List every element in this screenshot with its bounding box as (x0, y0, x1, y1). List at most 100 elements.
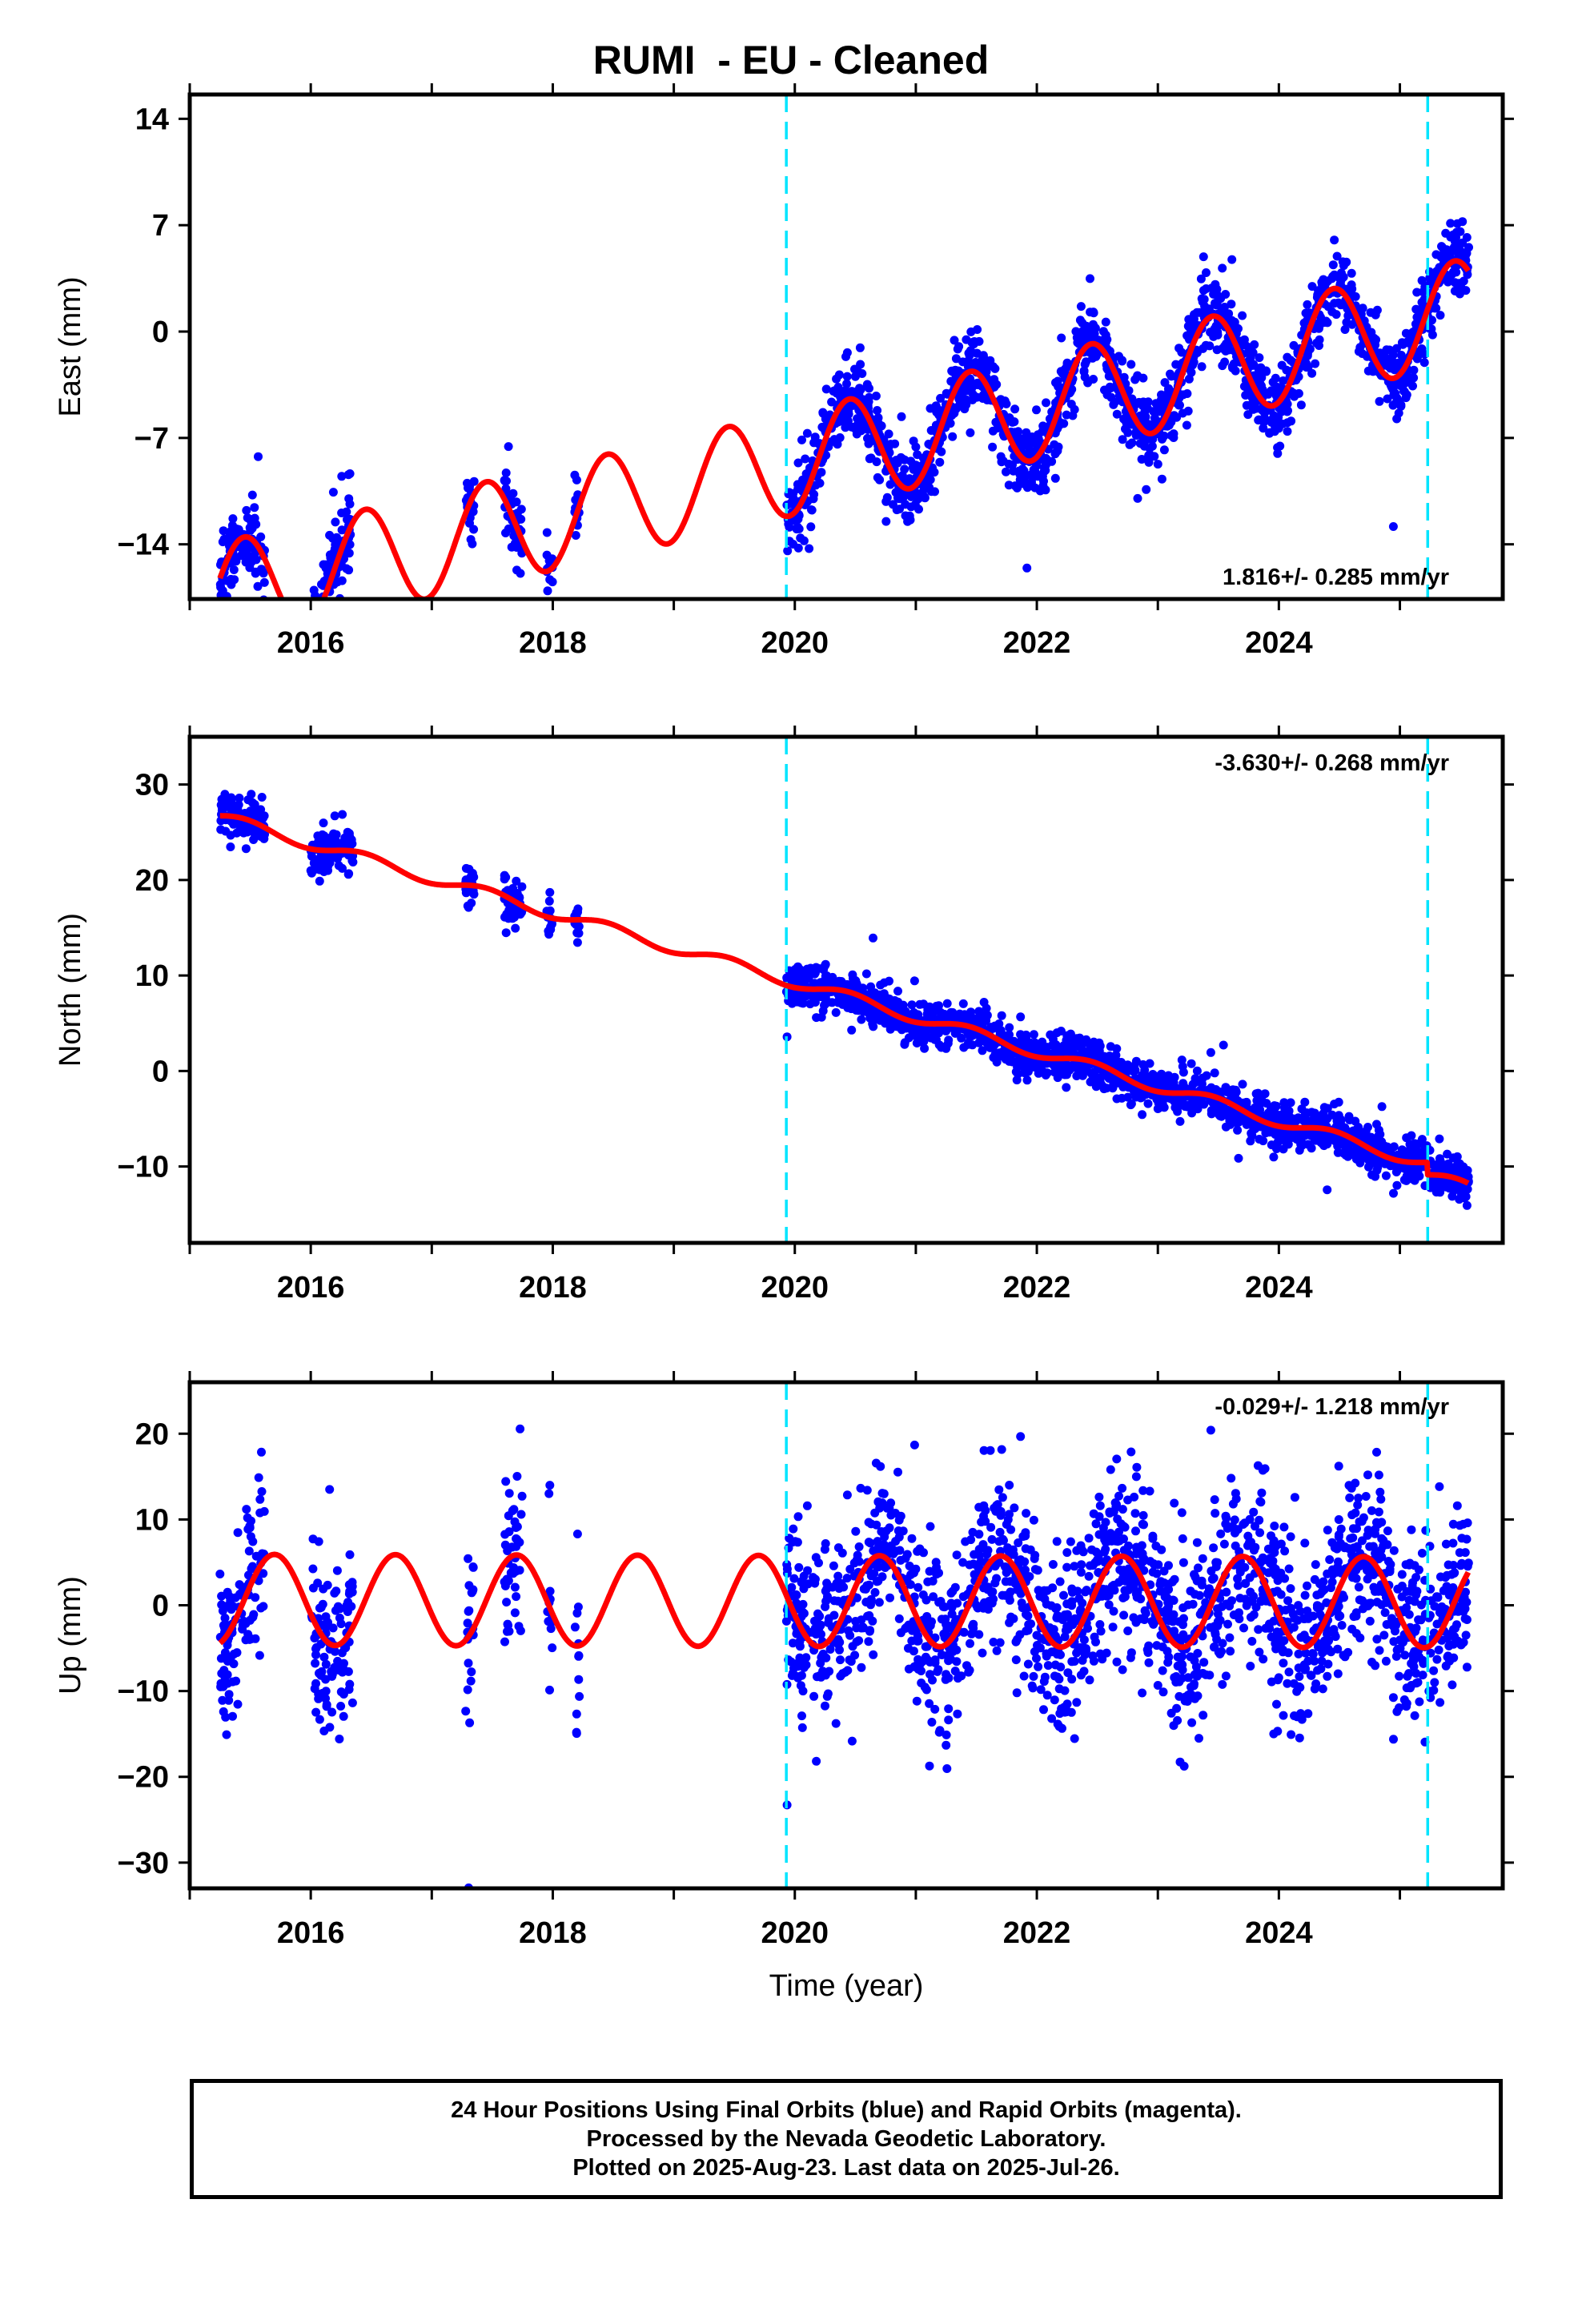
up-data-point (325, 1485, 335, 1494)
east-data-point (935, 457, 945, 467)
east-data-point (842, 348, 852, 357)
east-data-point (1435, 311, 1445, 320)
up-data-point (257, 1487, 267, 1496)
east-data-point (259, 577, 269, 587)
up-data-point (468, 1585, 478, 1594)
east-data-point (1192, 308, 1202, 317)
east-data-point (1054, 442, 1063, 452)
north-data-point (1307, 1144, 1316, 1153)
up-data-point (259, 1506, 269, 1516)
north-data-point (1038, 1067, 1047, 1076)
up-data-point (952, 1550, 962, 1560)
east-data-point (1199, 252, 1208, 262)
east-data-point (1218, 263, 1227, 273)
north-data-point (330, 852, 339, 862)
east-data-point (1243, 410, 1253, 420)
up-data-point (254, 1473, 263, 1482)
east-data-point (254, 452, 263, 461)
east-data-point (991, 417, 1001, 427)
east-data-point (570, 470, 580, 480)
up-data-point (217, 1591, 227, 1601)
east-data-point (1443, 277, 1453, 287)
east-data-point (1112, 409, 1122, 419)
up-data-point (1239, 1623, 1248, 1633)
north-data-point (1038, 1037, 1047, 1047)
up-data-point (233, 1699, 243, 1709)
north-data-point (348, 858, 358, 866)
east-data-point (1032, 405, 1041, 415)
east-data-point (247, 490, 257, 500)
up-data-point (1311, 1560, 1320, 1570)
east-data-point (1178, 408, 1187, 418)
north-data-point (913, 1010, 922, 1019)
east-data-point (1409, 365, 1419, 375)
east-data-point (913, 450, 922, 460)
east-data-point (311, 614, 320, 623)
north-data-point (464, 864, 474, 874)
up-data-point (244, 1546, 254, 1556)
north-data-point (1460, 1193, 1469, 1203)
north-data-point (1228, 1085, 1238, 1095)
up-data-point (334, 1661, 343, 1671)
up-data-point (1222, 1587, 1231, 1597)
up-data-point (461, 1707, 471, 1716)
east-data-point (914, 505, 923, 514)
north-data-point (949, 1011, 958, 1021)
east-data-point (1204, 304, 1214, 314)
up-data-point (316, 1671, 326, 1680)
up-data-point (319, 1652, 329, 1662)
up-data-point (797, 1711, 806, 1721)
north-data-point (1323, 1185, 1332, 1195)
east-data-point (500, 476, 509, 485)
north-data-point (1221, 1122, 1231, 1132)
north-data-point (942, 999, 952, 1008)
east-data-point (1398, 340, 1407, 349)
east-data-point (1047, 456, 1057, 466)
east-data-point (969, 340, 978, 348)
east-data-point (806, 522, 816, 532)
up-data-point (510, 1582, 520, 1592)
east-data-point (1283, 427, 1292, 436)
north-data-point (889, 1018, 898, 1027)
up-data-point (1457, 1534, 1467, 1543)
north-data-point (810, 998, 820, 1007)
north-data-point (1138, 1110, 1147, 1120)
north-y-tick-label: −10 (118, 1151, 169, 1184)
east-data-point (1039, 463, 1049, 472)
east-data-point (1004, 460, 1014, 468)
up-data-point (314, 1537, 323, 1546)
north-x-tick-label: 2022 (1003, 1271, 1071, 1305)
up-data-point (1119, 1610, 1129, 1620)
north-y-tick-label: 0 (152, 1055, 169, 1088)
east-data-point (850, 364, 859, 374)
east-data-point (873, 472, 882, 482)
up-data-point (809, 1691, 819, 1701)
north-data-point (1379, 1141, 1389, 1151)
east-y-axis-label: East (mm) (54, 276, 87, 416)
east-data-point (1251, 404, 1261, 413)
east-data-point (1101, 338, 1110, 348)
north-rate-label: -3.630+/- 0.268 mm/yr (1215, 750, 1449, 776)
east-data-point (897, 412, 906, 421)
east-data-point (245, 514, 255, 524)
up-data-point (926, 1522, 935, 1531)
east-data-point (501, 468, 511, 477)
east-data-point (1388, 522, 1398, 531)
east-data-point (1142, 485, 1151, 494)
east-data-point (1323, 318, 1332, 328)
north-data-point (1297, 1104, 1307, 1114)
up-data-point (345, 1586, 355, 1596)
east-data-point (1289, 340, 1299, 350)
east-data-point (1248, 348, 1258, 357)
east-data-point (1294, 388, 1303, 398)
north-y-axis-label: North (mm) (54, 913, 87, 1067)
east-data-point (1267, 417, 1276, 427)
up-data-point (512, 1472, 522, 1481)
up-data-point (512, 1592, 521, 1602)
north-data-point (241, 844, 251, 854)
up-data-point (1287, 1730, 1296, 1739)
east-data-point (1131, 427, 1141, 436)
east-data-point (1331, 310, 1341, 320)
east-data-point (783, 546, 793, 556)
